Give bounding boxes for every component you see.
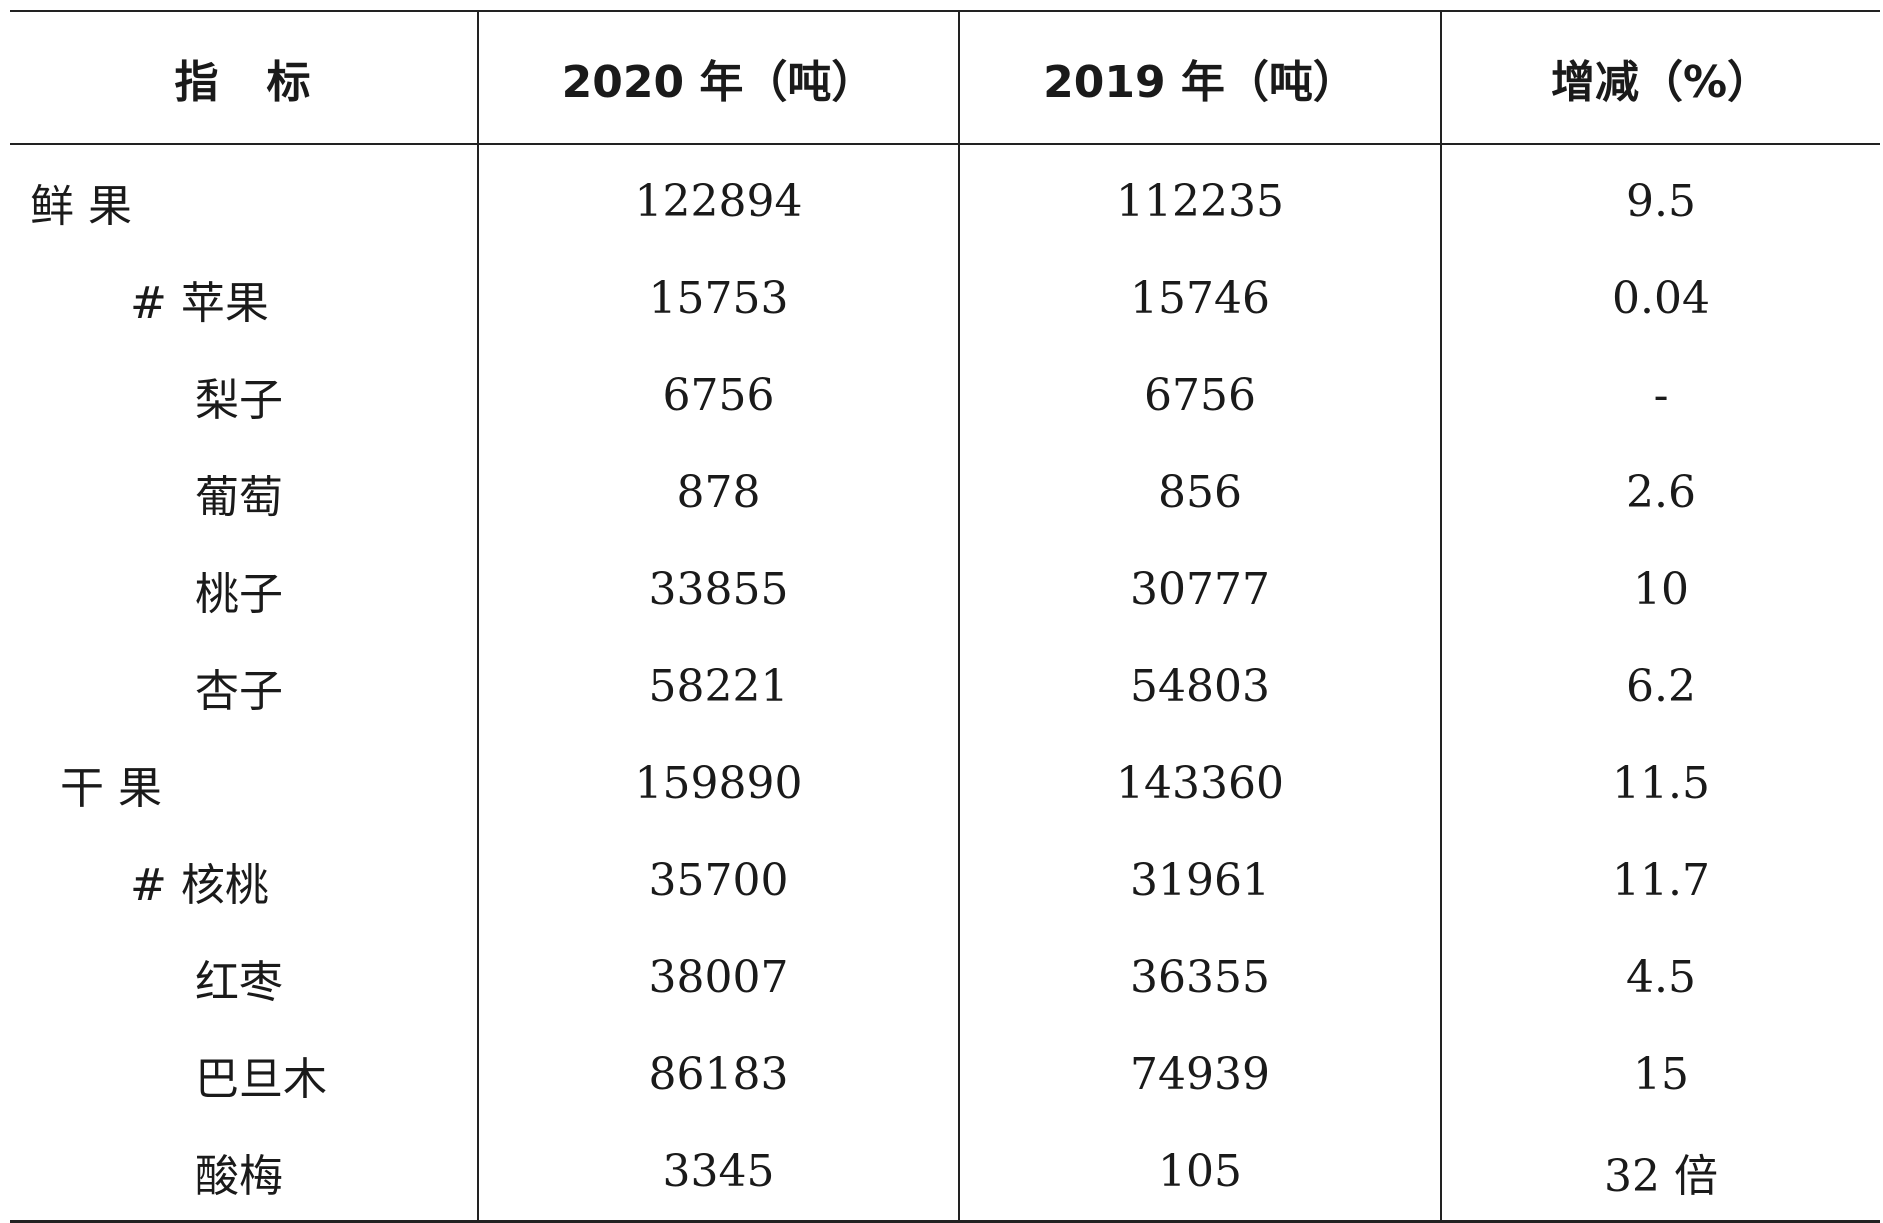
value-2019: 31961 [958,832,1441,929]
row-label: 鲜 果 [30,180,132,232]
row-label: 梨子 [195,374,283,426]
change-value: 15 [1440,1026,1880,1123]
value-2020: 38007 [477,929,959,1026]
value-2020: 6756 [477,347,959,444]
row-label: # 核桃 [130,859,269,911]
value-2020: 33855 [477,541,959,638]
change-value: 6.2 [1440,638,1880,735]
value-2019: 856 [958,444,1441,541]
table-row: 巴旦木 86183 74939 15 [10,1026,1880,1123]
table-row: # 核桃 35700 31961 11.7 [10,832,1880,929]
table-row: 红枣 38007 36355 4.5 [10,929,1880,1026]
change-value: 32 倍 [1440,1123,1880,1223]
row-label: # 苹果 [130,277,269,329]
row-label: 葡萄 [195,471,283,523]
change-value: 10 [1440,541,1880,638]
value-2019: 54803 [958,638,1441,735]
change-value: 11.5 [1440,735,1880,832]
fruit-output-table: 指 标 2020 年（吨） 2019 年（吨） 增减（%） 鲜 果 122894… [10,10,1880,1223]
value-2019: 30777 [958,541,1441,638]
value-2019: 105 [958,1123,1441,1223]
value-2019: 74939 [958,1026,1441,1123]
change-value: 4.5 [1440,929,1880,1026]
table-row: 鲜 果 122894 112235 9.5 [10,144,1880,250]
value-2019: 143360 [958,735,1441,832]
change-value: 2.6 [1440,444,1880,541]
change-value: 9.5 [1440,144,1880,250]
row-label: 桃子 [195,568,283,620]
change-value: 0.04 [1440,250,1880,347]
table-row: 干 果 159890 143360 11.5 [10,735,1880,832]
value-2019: 112235 [958,144,1441,250]
table-row: 葡萄 878 856 2.6 [10,444,1880,541]
header-row: 指 标 2020 年（吨） 2019 年（吨） 增减（%） [10,10,1880,145]
row-label: 红枣 [195,956,283,1008]
value-2020: 122894 [477,144,959,250]
value-2020: 15753 [477,250,959,347]
value-2019: 36355 [958,929,1441,1026]
table-row: 桃子 33855 30777 10 [10,541,1880,638]
row-label: 巴旦木 [195,1053,327,1105]
value-2020: 58221 [477,638,959,735]
header-2020: 2020 年（吨） [477,10,959,145]
value-2020: 878 [477,444,959,541]
row-label: 杏子 [195,665,283,717]
table-row: 杏子 58221 54803 6.2 [10,638,1880,735]
header-change: 增减（%） [1440,10,1880,145]
change-value: - [1440,347,1880,444]
table-row: 酸梅 3345 105 32 倍 [10,1123,1880,1223]
value-2020: 3345 [477,1123,959,1223]
row-label: 干 果 [60,762,162,814]
value-2020: 159890 [477,735,959,832]
row-label: 酸梅 [10,1123,478,1223]
value-2020: 86183 [477,1026,959,1123]
change-value: 11.7 [1440,832,1880,929]
value-2019: 15746 [958,250,1441,347]
table-row: # 苹果 15753 15746 0.04 [10,250,1880,347]
value-2019: 6756 [958,347,1441,444]
header-indicator: 指 标 [10,10,478,145]
header-2019: 2019 年（吨） [958,10,1441,145]
value-2020: 35700 [477,832,959,929]
table-row: 梨子 6756 6756 - [10,347,1880,444]
